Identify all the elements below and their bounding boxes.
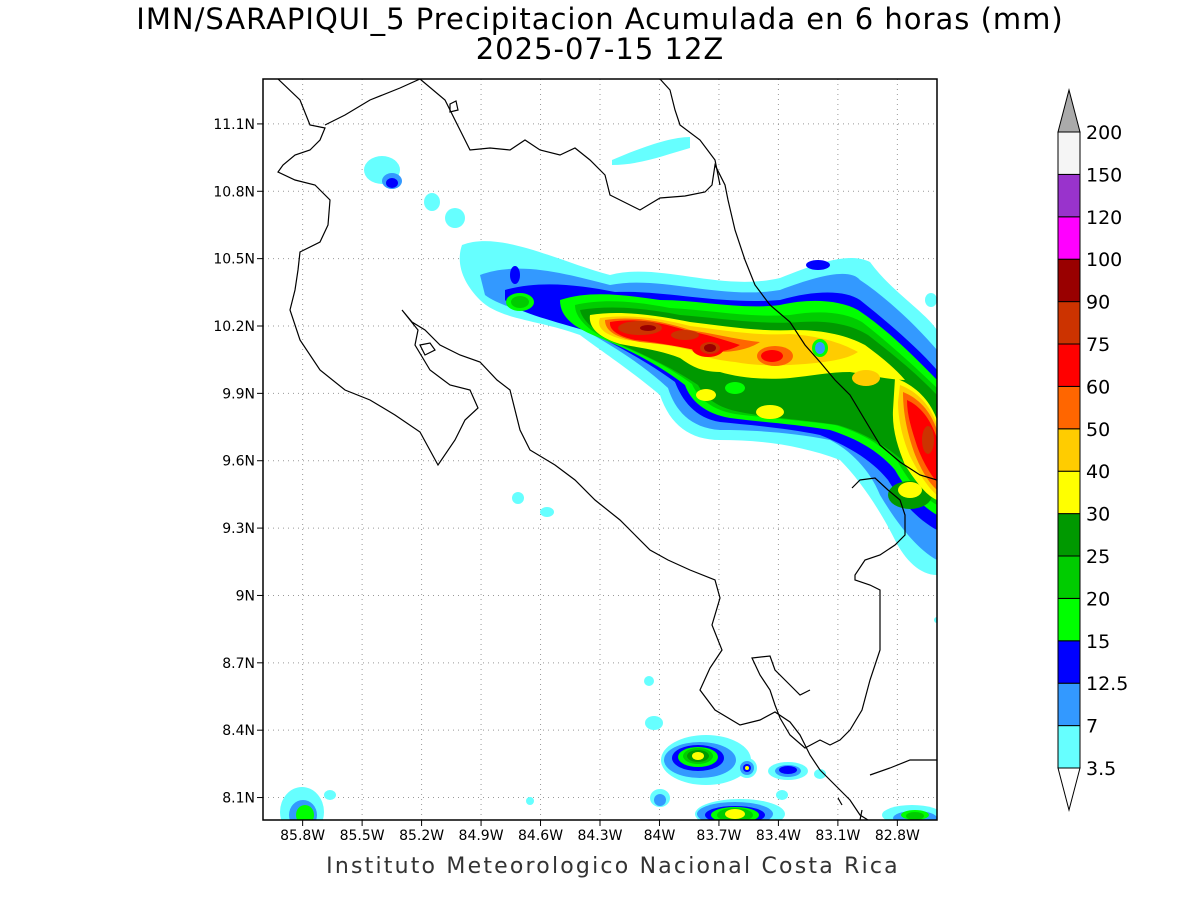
lon-tick-label: 85.5W <box>340 828 385 844</box>
colorbar-swatch <box>1057 173 1081 218</box>
lon-tick-label: 84W <box>644 828 676 844</box>
footer-credit: Instituto Meteorologico Nacional Costa R… <box>326 854 900 879</box>
lon-tick-label: 84.9W <box>459 828 504 844</box>
colorbar-label: 3.5 <box>1086 758 1116 780</box>
colorbar-swatch <box>1057 131 1081 175</box>
colorbar-label: 40 <box>1086 461 1110 483</box>
colorbar-label: 50 <box>1086 419 1110 441</box>
colorbar-label: 7 <box>1086 716 1098 738</box>
colorbar-swatch <box>1057 555 1081 599</box>
lat-tick-label: 10.2N <box>213 319 255 335</box>
latitude-axis: 11.1N 10.8N 10.5N 10.2N 9.9N 9.6N 9.3N 9N 8.7N 8.… <box>213 117 263 807</box>
lat-tick-label: 8.1N <box>222 791 255 807</box>
lon-tick-label: 84.6W <box>518 828 563 844</box>
colorbar-label: 30 <box>1086 504 1110 526</box>
precip-band-7-interior <box>815 342 825 354</box>
colorbar-label: 15 <box>1086 631 1110 653</box>
lat-tick-label: 9N <box>236 588 255 604</box>
colorbar-label: 75 <box>1086 334 1110 356</box>
colorbar-top-arrow <box>1057 88 1081 133</box>
colorbar-swatch <box>1057 470 1081 515</box>
lat-tick-label: 8.7N <box>222 656 255 672</box>
colorbar-label: 120 <box>1086 207 1122 229</box>
map-title: IMN/SARAPIQUI_5 Precipitacion Acumulada … <box>136 2 1064 36</box>
precipitation-field <box>280 137 937 820</box>
colorbar-swatch <box>1057 258 1081 303</box>
colorbar-label: 25 <box>1086 546 1110 568</box>
colorbar-swatch <box>1057 513 1081 557</box>
lat-tick-label: 10.8N <box>213 184 255 200</box>
lat-tick-label: 11.1N <box>213 117 255 133</box>
precip-band-3.5 <box>280 137 937 820</box>
colorbar-label: 150 <box>1086 164 1122 186</box>
colorbar-swatch <box>1057 216 1081 260</box>
colorbar-swatch <box>1057 343 1081 387</box>
lat-tick-label: 9.9N <box>222 386 255 402</box>
colorbar-label: 90 <box>1086 292 1110 314</box>
colorbar-label: 200 <box>1086 122 1122 144</box>
lon-tick-label: 83.7W <box>696 828 741 844</box>
lat-tick-label: 8.4N <box>222 723 255 739</box>
colorbar-bottom-arrow <box>1057 767 1081 812</box>
lon-tick-label: 83.1W <box>815 828 860 844</box>
lon-tick-label: 85.2W <box>399 828 444 844</box>
colorbar-swatch <box>1057 682 1081 727</box>
colorbar-swatch <box>1057 301 1081 345</box>
precip-band-90 <box>640 325 716 352</box>
colorbar-swatch <box>1057 725 1081 769</box>
precipitation-colorbar: 3.5 7 12.5 15 20 25 30 40 50 60 75 90 100 120 150 200 <box>1057 88 1128 812</box>
lat-tick-label: 10.5N <box>213 252 255 268</box>
lat-tick-label: 9.3N <box>222 521 255 537</box>
colorbar-swatch <box>1057 385 1081 430</box>
colorbar-label: 60 <box>1086 376 1110 398</box>
longitude-axis: 85.8W 85.5W 85.2W 84.9W 84.6W 84.3W 84W 83.7W 83… <box>280 820 920 844</box>
colorbar-label: 12.5 <box>1086 673 1128 695</box>
colorbar-swatch <box>1057 640 1081 684</box>
lon-tick-label: 84.3W <box>577 828 622 844</box>
colorbar-swatch <box>1057 428 1081 472</box>
colorbar-label: 20 <box>1086 588 1110 610</box>
lat-tick-label: 9.6N <box>222 454 255 470</box>
lon-tick-label: 82.8W <box>875 828 920 844</box>
colorbar-swatch <box>1057 597 1081 642</box>
lon-tick-label: 83.4W <box>756 828 801 844</box>
map-subtitle-datetime: 2025-07-15 12Z <box>475 32 725 66</box>
colorbar-label: 100 <box>1086 249 1122 271</box>
coastlines-borders <box>277 79 937 820</box>
lon-tick-label: 85.8W <box>280 828 325 844</box>
